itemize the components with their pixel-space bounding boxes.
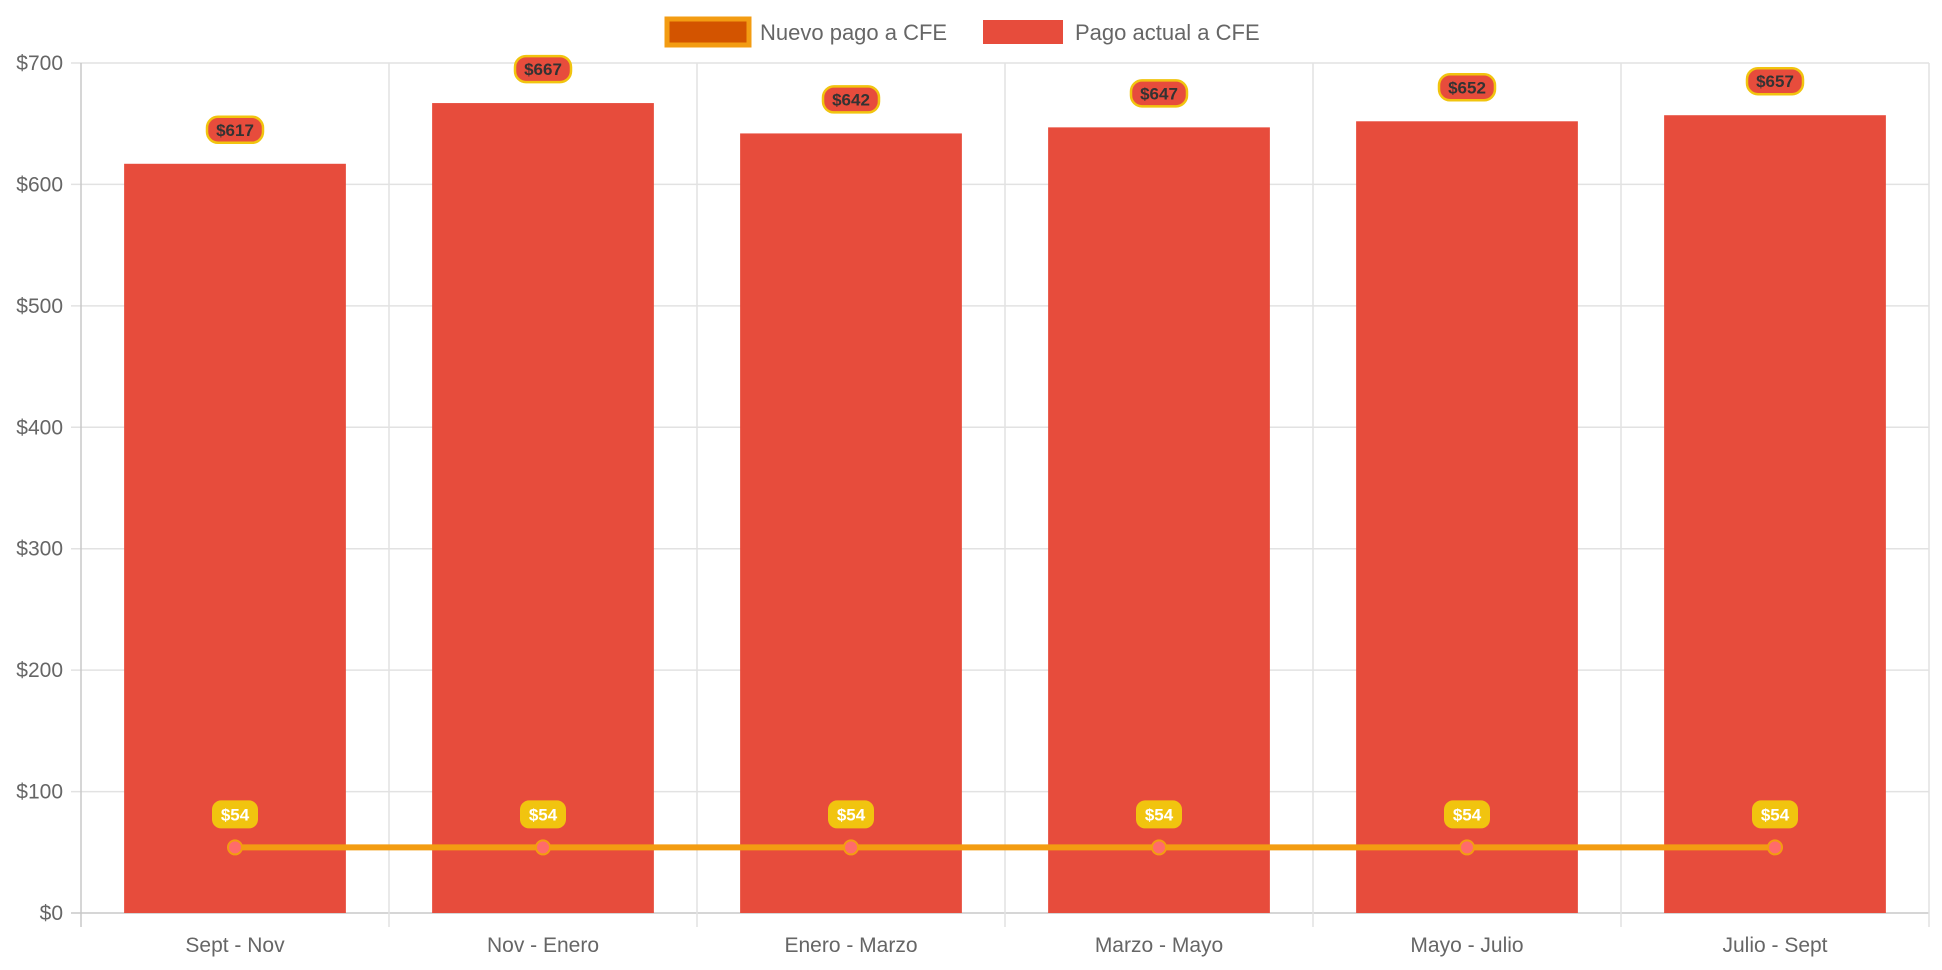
legend-label-nuevo-pago: Nuevo pago a CFE <box>760 20 947 45</box>
x-tick-label: Sept - Nov <box>185 934 285 957</box>
x-tick-label: Mayo - Julio <box>1410 934 1523 957</box>
legend-label-pago-actual: Pago actual a CFE <box>1075 20 1260 45</box>
line-label-bg <box>520 800 566 829</box>
bar-label-bg <box>1129 79 1189 108</box>
bars <box>124 103 1886 914</box>
line-label-bg <box>1444 800 1490 829</box>
line-data-label: $54 <box>1453 805 1482 824</box>
bar-pago-actual <box>740 133 962 913</box>
bar-pago-actual <box>1356 121 1578 914</box>
y-tick-label: $0 <box>40 902 63 925</box>
line-point <box>1459 839 1475 856</box>
y-tick-label: $400 <box>16 416 63 439</box>
grid <box>71 62 1930 927</box>
line-point <box>535 839 551 856</box>
line-data-label: $54 <box>221 805 250 824</box>
line-label-bg <box>212 800 258 829</box>
bar-data-label: $657 <box>1756 72 1794 91</box>
legend-item-pago-actual[interactable]: Pago actual a CFE <box>983 20 1260 45</box>
bar-pago-actual <box>432 103 654 914</box>
line-data-label: $54 <box>1145 805 1174 824</box>
line-point <box>1151 839 1167 856</box>
bar-data-label: $652 <box>1448 78 1486 97</box>
line-point <box>843 839 859 856</box>
data-labels: $617 $667 $642 $647 $652 $657 $54 $54 $54 $54 $54 $… <box>205 54 1805 829</box>
line-point <box>227 839 243 856</box>
line-label-bg <box>828 800 874 829</box>
line-point <box>1767 839 1783 856</box>
line-series <box>227 839 1783 856</box>
x-tick-label: Nov - Enero <box>487 934 599 957</box>
x-axis: Sept - Nov Nov - Enero Enero - Marzo Marzo … <box>185 934 1827 957</box>
line-label-bg <box>1752 800 1798 829</box>
y-tick-label: $300 <box>16 538 63 561</box>
bar-pago-actual <box>1664 115 1886 913</box>
bar-label-bg <box>1437 73 1497 102</box>
x-tick-label: Marzo - Mayo <box>1095 934 1223 957</box>
legend-item-nuevo-pago[interactable]: Nuevo pago a CFE <box>664 16 947 48</box>
x-tick-label: Julio - Sept <box>1722 934 1827 957</box>
y-axis: $0 $100 $200 $300 $400 $500 $600 $700 <box>16 52 63 925</box>
legend: Nuevo pago a CFE Pago actual a CFE <box>664 16 1260 48</box>
bar-label-bg <box>513 54 573 84</box>
line-data-label: $54 <box>529 805 558 824</box>
y-tick-label: $700 <box>16 52 63 75</box>
line-data-label: $54 <box>1761 805 1790 824</box>
legend-swatch-pago-actual <box>983 20 1063 44</box>
line-label-bg <box>1136 800 1182 829</box>
bar-data-label: $642 <box>832 90 870 109</box>
bar-data-label: $667 <box>524 60 562 79</box>
bar-data-label: $617 <box>216 121 254 140</box>
bar-pago-actual <box>124 163 346 914</box>
y-tick-label: $200 <box>16 659 63 682</box>
bar-label-bg <box>1745 66 1805 96</box>
bar-data-label: $647 <box>1140 84 1178 103</box>
y-tick-label: $100 <box>16 781 63 804</box>
bar-label-bg <box>821 85 881 114</box>
bar-label-bg <box>205 115 265 145</box>
legend-swatch-nuevo-pago <box>664 16 752 48</box>
y-tick-label: $600 <box>16 173 63 196</box>
bar-pago-actual <box>1048 127 1270 914</box>
x-tick-label: Enero - Marzo <box>784 934 917 957</box>
y-tick-label: $500 <box>16 295 63 318</box>
line-data-label: $54 <box>837 805 866 824</box>
